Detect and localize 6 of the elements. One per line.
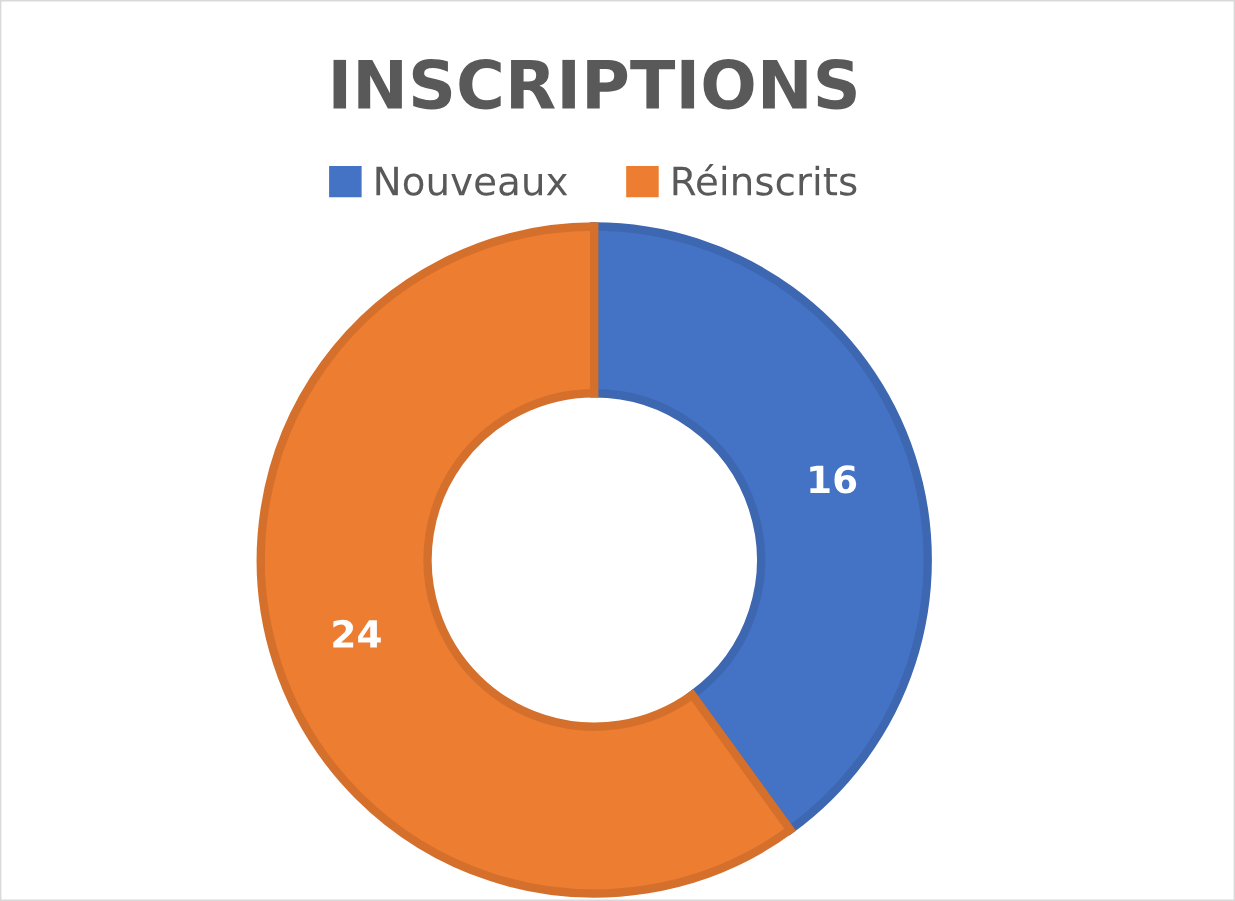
data-label: 16 xyxy=(810,465,857,494)
legend-label: Nouveaux xyxy=(376,166,568,196)
chart-title: INSCRIPTIONS xyxy=(333,59,856,110)
legend-label: Réinscrits xyxy=(673,164,857,196)
data-label: 24 xyxy=(333,619,381,648)
donut-slice xyxy=(256,222,795,898)
